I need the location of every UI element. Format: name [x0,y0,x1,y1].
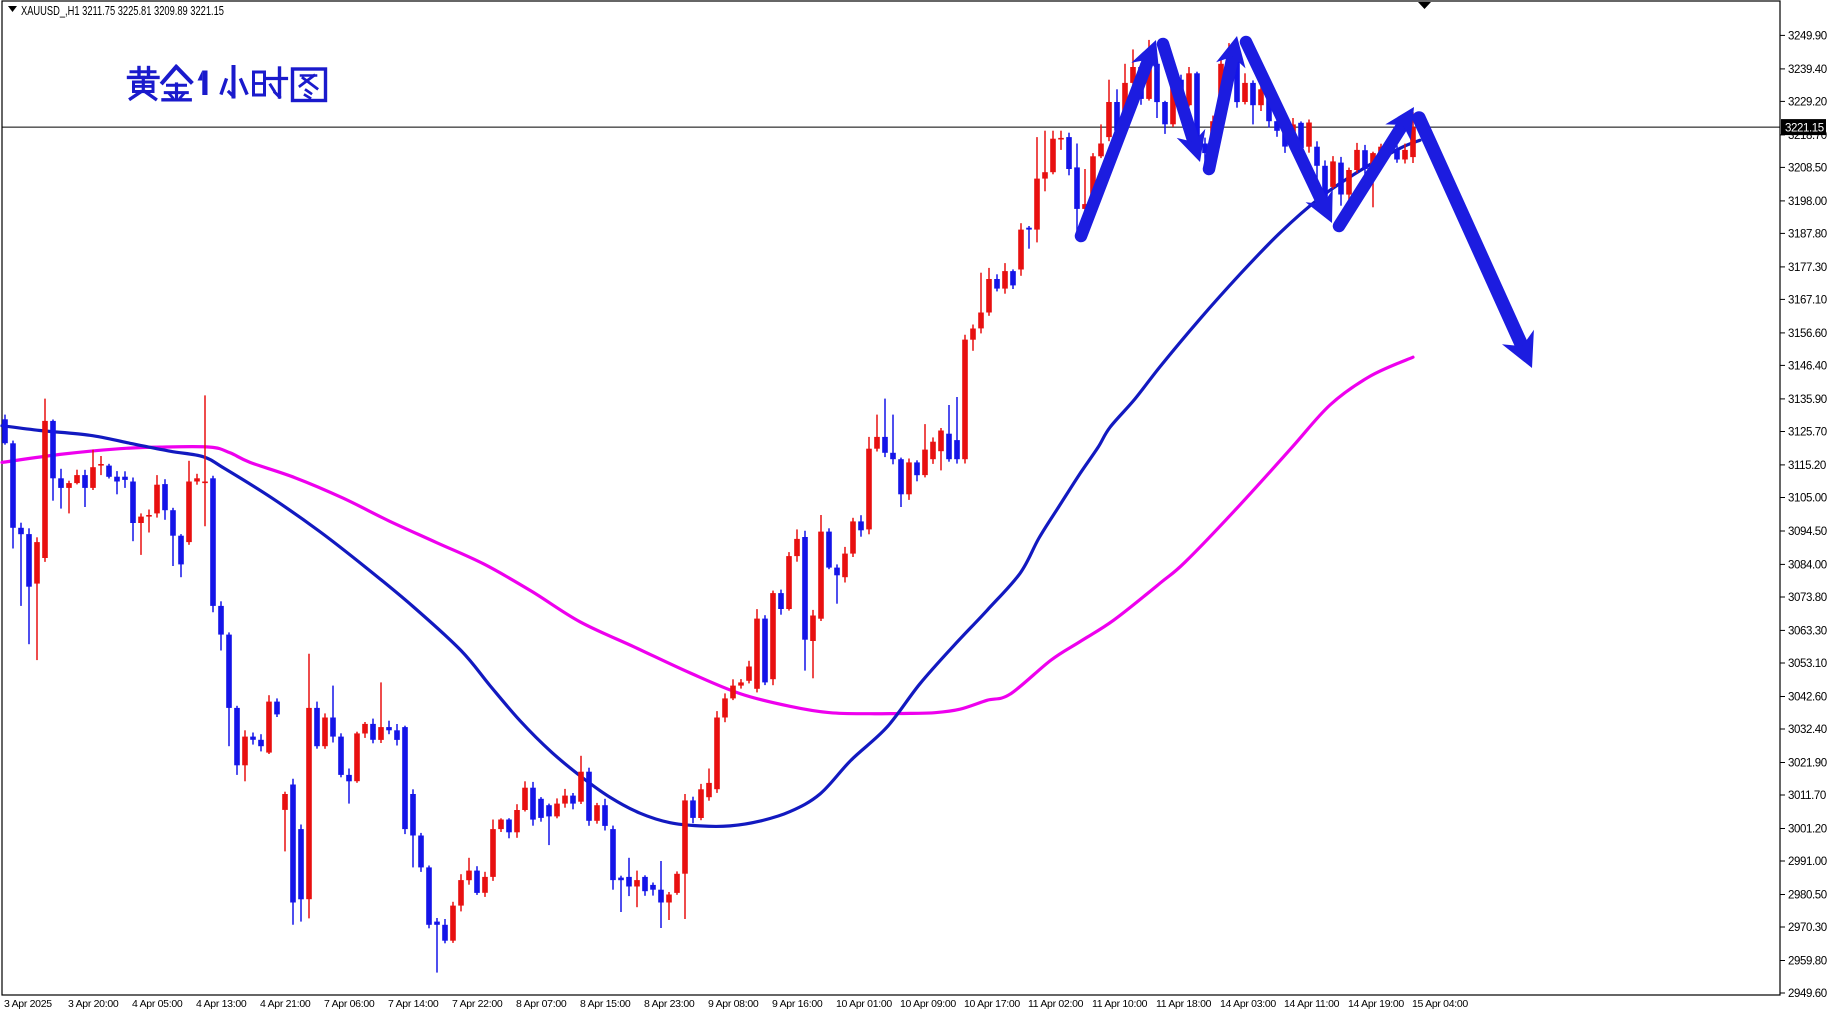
svg-text:3001.20: 3001.20 [1788,824,1827,836]
svg-text:3187.80: 3187.80 [1788,229,1827,241]
svg-text:14 Apr 19:00: 14 Apr 19:00 [1348,998,1404,1010]
svg-text:2991.00: 2991.00 [1788,856,1827,868]
svg-text:3135.90: 3135.90 [1788,394,1827,406]
svg-text:11 Apr 10:00: 11 Apr 10:00 [1092,998,1148,1010]
svg-text:11 Apr 18:00: 11 Apr 18:00 [1156,998,1212,1010]
svg-text:3146.40: 3146.40 [1788,361,1827,373]
svg-text:3084.00: 3084.00 [1788,560,1827,572]
svg-text:4 Apr 21:00: 4 Apr 21:00 [260,998,311,1010]
svg-text:3115.20: 3115.20 [1788,460,1826,472]
svg-text:2959.80: 2959.80 [1788,956,1827,968]
svg-text:14 Apr 11:00: 14 Apr 11:00 [1284,998,1340,1010]
svg-text:8 Apr 23:00: 8 Apr 23:00 [644,998,695,1010]
svg-text:9 Apr 16:00: 9 Apr 16:00 [772,998,823,1010]
svg-text:3011.70: 3011.70 [1788,790,1826,802]
svg-text:9 Apr 08:00: 9 Apr 08:00 [708,998,759,1010]
svg-text:3032.40: 3032.40 [1788,724,1827,736]
svg-text:2980.50: 2980.50 [1788,890,1827,902]
svg-text:2949.60: 2949.60 [1788,988,1827,1000]
svg-text:10 Apr 17:00: 10 Apr 17:00 [964,998,1020,1010]
svg-text:3208.50: 3208.50 [1788,163,1827,175]
svg-text:3249.90: 3249.90 [1788,31,1827,43]
svg-text:3105.00: 3105.00 [1788,493,1827,505]
svg-text:3053.10: 3053.10 [1788,658,1827,670]
svg-text:15 Apr 04:00: 15 Apr 04:00 [1412,998,1468,1010]
svg-text:3167.10: 3167.10 [1788,295,1827,307]
svg-text:7 Apr 06:00: 7 Apr 06:00 [324,998,375,1010]
svg-text:14 Apr 03:00: 14 Apr 03:00 [1220,998,1276,1010]
svg-text:7 Apr 22:00: 7 Apr 22:00 [452,998,503,1010]
svg-text:3221.15: 3221.15 [1785,123,1824,135]
svg-text:XAUUSD_,H1 3211.75 3225.81 32: XAUUSD_,H1 3211.75 3225.81 3209.89 3221.… [21,4,224,18]
svg-text:4 Apr 05:00: 4 Apr 05:00 [132,998,183,1010]
svg-text:3063.30: 3063.30 [1788,626,1827,638]
svg-text:3239.40: 3239.40 [1788,64,1827,76]
svg-text:3125.70: 3125.70 [1788,427,1827,439]
svg-text:3094.50: 3094.50 [1788,526,1827,538]
svg-text:3 Apr 20:00: 3 Apr 20:00 [68,998,119,1010]
svg-text:8 Apr 07:00: 8 Apr 07:00 [516,998,567,1010]
svg-text:3042.60: 3042.60 [1788,692,1827,704]
svg-text:11 Apr 02:00: 11 Apr 02:00 [1028,998,1084,1010]
svg-text:10 Apr 09:00: 10 Apr 09:00 [900,998,956,1010]
svg-text:3156.60: 3156.60 [1788,328,1827,340]
svg-text:8 Apr 15:00: 8 Apr 15:00 [580,998,631,1010]
svg-text:3021.90: 3021.90 [1788,758,1827,770]
svg-text:3073.80: 3073.80 [1788,592,1827,604]
svg-text:10 Apr 01:00: 10 Apr 01:00 [836,998,892,1010]
svg-text:4 Apr 13:00: 4 Apr 13:00 [196,998,247,1010]
svg-text:3 Apr 2025: 3 Apr 2025 [4,998,52,1010]
svg-text:2970.30: 2970.30 [1788,922,1827,934]
svg-text:3198.00: 3198.00 [1788,196,1827,208]
svg-text:7 Apr 14:00: 7 Apr 14:00 [388,998,439,1010]
svg-text:3229.20: 3229.20 [1788,97,1827,109]
svg-text:3177.30: 3177.30 [1788,262,1827,274]
